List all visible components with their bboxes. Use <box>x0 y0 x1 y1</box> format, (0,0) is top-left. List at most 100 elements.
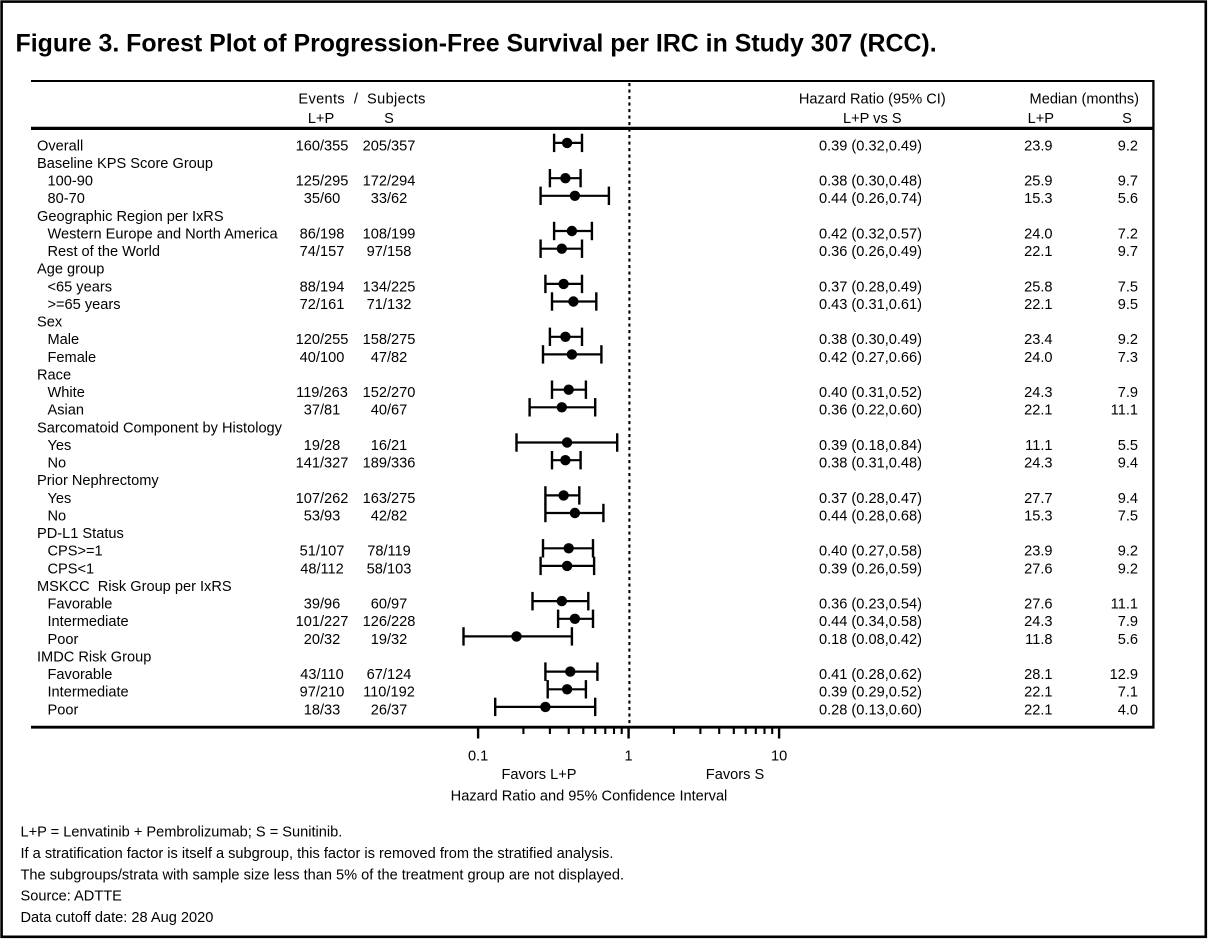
svg-text:119/263: 119/263 <box>296 385 348 401</box>
svg-text:Sarcomatoid Component by Histo: Sarcomatoid Component by Histology <box>37 420 283 436</box>
svg-text:160/355: 160/355 <box>296 138 349 154</box>
svg-text:If a stratification factor is: If a stratification factor is itself a s… <box>21 846 614 862</box>
svg-text:5.6: 5.6 <box>1118 632 1138 648</box>
svg-text:5.5: 5.5 <box>1118 438 1138 454</box>
svg-text:>=65 years: >=65 years <box>48 297 121 313</box>
svg-text:Poor: Poor <box>48 632 79 648</box>
svg-text:9.4: 9.4 <box>1118 491 1138 507</box>
svg-text:Events / Subjects: Events / Subjects <box>298 92 425 108</box>
svg-text:172/294: 172/294 <box>363 174 416 190</box>
svg-text:CPS<1: CPS<1 <box>48 561 95 577</box>
svg-text:205/357: 205/357 <box>363 138 416 154</box>
svg-text:0.28 (0.13,0.60): 0.28 (0.13,0.60) <box>819 702 922 718</box>
svg-text:White: White <box>48 385 85 401</box>
svg-text:Race: Race <box>37 367 71 383</box>
svg-text:110/192: 110/192 <box>363 685 415 701</box>
svg-text:0.37 (0.28,0.47): 0.37 (0.28,0.47) <box>819 491 922 507</box>
svg-text:5.6: 5.6 <box>1118 191 1138 207</box>
svg-text:Hazard Ratio and 95% Confidenc: Hazard Ratio and 95% Confidence Interval <box>451 789 728 805</box>
svg-text:Favorable: Favorable <box>48 667 113 683</box>
svg-text:107/262: 107/262 <box>296 491 349 507</box>
svg-text:23.9: 23.9 <box>1024 138 1052 154</box>
svg-text:51/107: 51/107 <box>300 544 345 560</box>
svg-text:7.1: 7.1 <box>1118 685 1138 701</box>
svg-text:Favors S: Favors S <box>706 767 765 783</box>
svg-text:Age group: Age group <box>37 262 104 278</box>
svg-text:40/100: 40/100 <box>300 350 345 366</box>
svg-text:40/67: 40/67 <box>371 403 408 419</box>
svg-text:0.44 (0.26,0.74): 0.44 (0.26,0.74) <box>819 191 922 207</box>
svg-text:72/161: 72/161 <box>300 297 345 313</box>
svg-text:120/255: 120/255 <box>296 332 349 348</box>
svg-text:7.5: 7.5 <box>1118 279 1138 295</box>
svg-text:Figure 3. Forest Plot of Progr: Figure 3. Forest Plot of Progression-Fre… <box>16 30 937 58</box>
svg-text:7.3: 7.3 <box>1118 350 1138 366</box>
svg-text:9.7: 9.7 <box>1118 174 1138 190</box>
svg-text:158/275: 158/275 <box>363 332 416 348</box>
svg-text:11.1: 11.1 <box>1111 403 1138 419</box>
svg-text:9.2: 9.2 <box>1118 138 1138 154</box>
svg-text:26/37: 26/37 <box>371 702 408 718</box>
svg-text:L+P: L+P <box>308 111 334 127</box>
svg-text:Data cutoff date: 28 Aug 2020: Data cutoff date: 28 Aug 2020 <box>21 910 214 926</box>
svg-text:15.3: 15.3 <box>1024 191 1052 207</box>
svg-text:42/82: 42/82 <box>371 508 408 524</box>
svg-text:No: No <box>48 456 67 472</box>
svg-text:126/228: 126/228 <box>363 614 416 630</box>
svg-text:Yes: Yes <box>48 491 72 507</box>
svg-text:Source: ADTTE: Source: ADTTE <box>21 889 123 905</box>
svg-text:Baseline KPS Score Group: Baseline KPS Score Group <box>37 156 213 172</box>
svg-text:27.6: 27.6 <box>1024 597 1052 613</box>
svg-text:L+P = Lenvatinib + Pembrolizum: L+P = Lenvatinib + Pembrolizumab; S = Su… <box>21 825 343 841</box>
svg-text:1: 1 <box>625 749 633 765</box>
svg-text:PD-L1 Status: PD-L1 Status <box>37 526 124 542</box>
svg-text:S: S <box>384 111 394 127</box>
svg-text:25.8: 25.8 <box>1024 279 1052 295</box>
svg-text:0.39 (0.18,0.84): 0.39 (0.18,0.84) <box>819 438 922 454</box>
svg-text:20/32: 20/32 <box>304 632 341 648</box>
svg-text:Yes: Yes <box>48 438 72 454</box>
svg-text:0.36 (0.23,0.54): 0.36 (0.23,0.54) <box>819 597 922 613</box>
svg-text:47/82: 47/82 <box>371 350 408 366</box>
svg-text:24.0: 24.0 <box>1024 226 1052 242</box>
svg-text:7.9: 7.9 <box>1118 385 1138 401</box>
svg-text:27.6: 27.6 <box>1024 561 1052 577</box>
svg-text:22.1: 22.1 <box>1024 403 1052 419</box>
svg-text:28.1: 28.1 <box>1024 667 1052 683</box>
svg-text:12.9: 12.9 <box>1110 667 1138 683</box>
svg-text:24.3: 24.3 <box>1024 614 1052 630</box>
svg-text:16/21: 16/21 <box>371 438 408 454</box>
svg-text:0.40 (0.27,0.58): 0.40 (0.27,0.58) <box>819 544 922 560</box>
svg-text:Hazard Ratio (95% CI): Hazard Ratio (95% CI) <box>799 92 946 108</box>
svg-text:Intermediate: Intermediate <box>48 685 129 701</box>
svg-text:IMDC Risk Group: IMDC Risk Group <box>37 649 151 665</box>
svg-text:53/93: 53/93 <box>304 508 341 524</box>
svg-text:Median (months): Median (months) <box>1030 92 1140 108</box>
svg-text:7.2: 7.2 <box>1118 226 1138 242</box>
svg-text:11.1: 11.1 <box>1111 597 1138 613</box>
svg-text:22.1: 22.1 <box>1024 244 1052 260</box>
svg-text:22.1: 22.1 <box>1024 702 1052 718</box>
svg-text:0.18 (0.08,0.42): 0.18 (0.08,0.42) <box>819 632 922 648</box>
svg-text:9.2: 9.2 <box>1118 332 1138 348</box>
svg-text:97/210: 97/210 <box>300 685 345 701</box>
svg-text:Rest of the World: Rest of the World <box>48 244 160 260</box>
svg-text:33/62: 33/62 <box>371 191 408 207</box>
svg-text:9.2: 9.2 <box>1118 544 1138 560</box>
svg-text:0.36 (0.26,0.49): 0.36 (0.26,0.49) <box>819 244 922 260</box>
svg-text:0.44 (0.34,0.58): 0.44 (0.34,0.58) <box>819 614 922 630</box>
svg-text:Prior Nephrectomy: Prior Nephrectomy <box>37 473 159 489</box>
svg-text:9.2: 9.2 <box>1118 561 1138 577</box>
svg-text:The subgroups/strata with samp: The subgroups/strata with sample size le… <box>21 867 625 883</box>
svg-text:0.39 (0.32,0.49): 0.39 (0.32,0.49) <box>819 138 922 154</box>
svg-text:S: S <box>1122 111 1132 127</box>
svg-text:39/96: 39/96 <box>304 597 341 613</box>
svg-text:24.0: 24.0 <box>1024 350 1052 366</box>
svg-text:15.3: 15.3 <box>1024 508 1052 524</box>
svg-text:0.42 (0.32,0.57): 0.42 (0.32,0.57) <box>819 226 922 242</box>
svg-text:Favors L+P: Favors L+P <box>501 767 576 783</box>
svg-text:4.0: 4.0 <box>1118 702 1138 718</box>
svg-text:Asian: Asian <box>48 403 85 419</box>
svg-text:78/119: 78/119 <box>367 544 411 560</box>
svg-text:10: 10 <box>771 749 787 765</box>
